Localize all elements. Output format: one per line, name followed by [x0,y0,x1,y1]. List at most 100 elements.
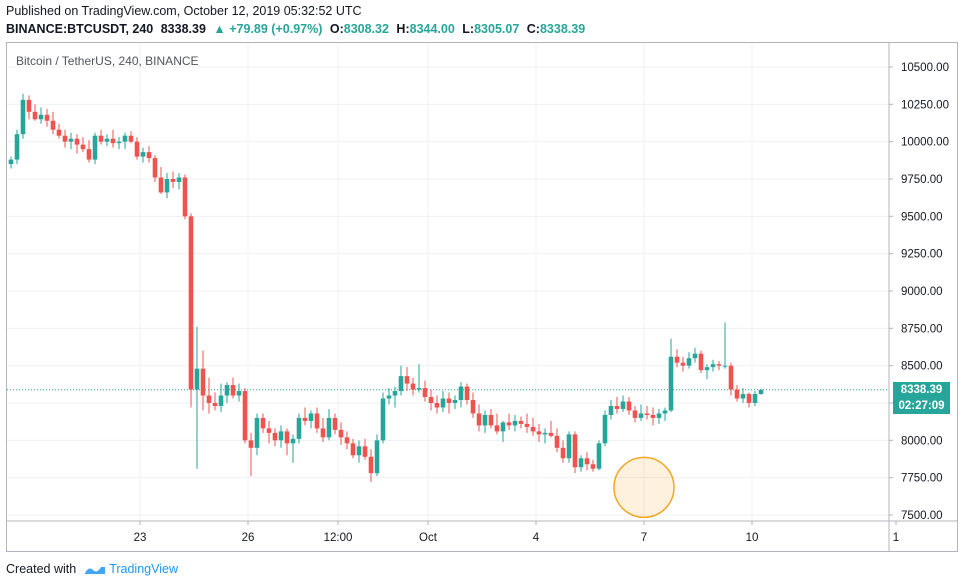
candle-body [164,179,170,193]
candle-body [110,138,116,144]
candle-body [452,400,458,403]
candle-body [368,456,374,474]
open-label: O: [329,22,344,36]
candle-body [362,446,368,457]
candle-body [542,432,548,435]
x-tick-label: 1 [893,532,899,544]
y-tick-label: 7750.00 [901,473,943,485]
candle-body [428,397,434,403]
x-tick-label: Oct [419,532,438,544]
highlight-circle [613,456,675,519]
y-tick-label: 10500.00 [901,62,949,74]
candle-body [284,431,290,444]
candle-body [614,405,620,409]
candle-body [512,420,518,426]
candle-body [458,386,464,401]
candle-body [56,129,62,136]
candle-body [710,364,716,368]
candle-body [650,414,656,418]
candle-body [596,443,602,469]
candle-body [224,385,230,396]
candle-body [188,216,194,390]
candle-body [746,394,752,403]
candle-body [68,138,74,142]
tradingview-brand[interactable]: TradingView [80,562,178,576]
candle-body [308,413,314,421]
candle-body [656,413,662,418]
candle-body [146,152,152,159]
candle-body [296,417,302,439]
candle-body [698,353,704,371]
low-label: L: [462,22,475,36]
candle-body [404,376,410,384]
candle-body [332,417,338,430]
candle-body [758,389,764,395]
pane-title: Bitcoin / TetherUS, 240, BINANCE [16,54,199,68]
candle-body [410,383,416,390]
candle-body [554,435,560,448]
published-line: Published on TradingView.com, October 12… [6,4,362,18]
footer: Created with TradingView [6,562,178,576]
candle-body [338,429,344,438]
candle-body [350,443,356,456]
candle-body [236,391,242,396]
candle-body [488,414,494,426]
candle-body [38,114,44,120]
candle-body [260,417,266,429]
candle-body [476,413,482,426]
chart-frame [6,42,958,552]
candle-body [248,440,254,448]
candle-body [128,135,134,142]
candle-body [20,99,26,135]
candle-body [50,120,56,130]
candle-body [182,177,188,217]
candle-body [572,434,578,468]
candle-body [620,401,626,409]
candle-body [344,437,350,444]
candle-body [704,367,710,371]
candle-body [170,179,176,182]
candle-body [692,353,698,359]
candle-body [686,358,692,366]
candle-body [584,458,590,465]
candle-body [602,414,608,444]
ohlc-legend: BINANCE:BTCUSDT, 240 8338.39 ▲ +79.89 (+… [6,22,589,36]
candle-body [242,391,248,441]
candle-body [440,398,446,408]
candle-body [632,410,638,418]
candle-body [374,440,380,474]
candle-body [590,464,596,469]
tradingview-logo-icon [85,567,106,574]
candle-body [158,177,164,193]
candle-body [272,432,278,441]
candle-body [194,368,200,390]
y-tick-label: 8750.00 [901,323,943,335]
candle-body [8,159,14,165]
y-tick-label: 9750.00 [901,174,943,186]
y-tick-label: 10000.00 [901,137,949,149]
candle-body [536,431,542,435]
candle-body [386,395,392,399]
symbol-label: BINANCE:BTCUSDT, 240 [6,22,154,36]
candle-body [722,365,728,367]
candle-body [548,432,554,436]
candle-body [116,141,122,144]
x-tick-label: 10 [746,532,759,544]
candle-body [446,398,452,403]
candle-body [740,394,746,399]
created-with-label: Created with [6,562,77,576]
candle-body [464,386,470,401]
y-tick-label: 9500.00 [901,211,943,223]
y-tick-label: 9000.00 [901,286,943,298]
candle-body [104,138,110,142]
candle-body [416,388,422,390]
candle-body [74,138,80,145]
high-value: 8344.00 [409,22,455,36]
x-tick-label: 7 [641,532,647,544]
last-price: 8338.39 [160,22,206,36]
candle-body [644,413,650,415]
candle-body [470,400,476,414]
candle-body [662,410,668,414]
candle-body [176,177,182,182]
